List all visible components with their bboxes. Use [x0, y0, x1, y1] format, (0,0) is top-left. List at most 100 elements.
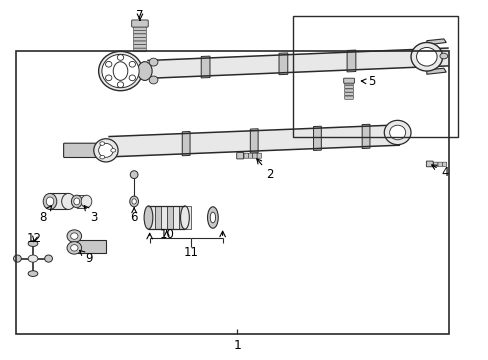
FancyBboxPatch shape — [133, 27, 146, 30]
Ellipse shape — [94, 139, 118, 162]
Ellipse shape — [132, 199, 136, 204]
FancyBboxPatch shape — [344, 93, 353, 96]
Text: 1: 1 — [233, 338, 241, 351]
Polygon shape — [154, 206, 160, 229]
FancyBboxPatch shape — [426, 161, 432, 167]
Ellipse shape — [71, 245, 78, 251]
Ellipse shape — [149, 58, 158, 66]
FancyBboxPatch shape — [244, 153, 248, 158]
FancyBboxPatch shape — [133, 45, 146, 48]
Polygon shape — [77, 195, 86, 208]
Polygon shape — [77, 240, 106, 252]
FancyBboxPatch shape — [433, 162, 437, 166]
Ellipse shape — [207, 207, 218, 228]
Ellipse shape — [99, 51, 142, 91]
Ellipse shape — [28, 271, 38, 276]
Polygon shape — [148, 206, 154, 229]
Text: 3: 3 — [84, 206, 97, 224]
Circle shape — [439, 53, 447, 59]
FancyBboxPatch shape — [344, 82, 353, 85]
Ellipse shape — [81, 195, 92, 208]
FancyBboxPatch shape — [133, 37, 146, 41]
Ellipse shape — [105, 62, 112, 67]
Ellipse shape — [130, 171, 138, 179]
FancyBboxPatch shape — [239, 153, 244, 158]
Ellipse shape — [144, 206, 153, 229]
FancyBboxPatch shape — [63, 143, 104, 157]
Ellipse shape — [210, 212, 215, 223]
Text: 10: 10 — [159, 228, 174, 241]
Polygon shape — [108, 125, 399, 157]
Ellipse shape — [129, 75, 135, 81]
Ellipse shape — [105, 75, 112, 81]
Polygon shape — [147, 48, 448, 78]
FancyBboxPatch shape — [133, 34, 146, 37]
Polygon shape — [184, 206, 191, 229]
Text: 5: 5 — [361, 75, 375, 88]
Text: 12: 12 — [27, 233, 42, 246]
Ellipse shape — [180, 206, 189, 229]
Polygon shape — [426, 39, 446, 45]
Polygon shape — [250, 129, 258, 153]
FancyBboxPatch shape — [252, 153, 257, 158]
FancyBboxPatch shape — [437, 162, 442, 166]
FancyBboxPatch shape — [428, 162, 433, 166]
Ellipse shape — [129, 196, 138, 207]
Polygon shape — [108, 53, 130, 89]
Text: 6: 6 — [130, 208, 138, 224]
Polygon shape — [426, 68, 446, 74]
Ellipse shape — [44, 255, 52, 262]
FancyBboxPatch shape — [248, 153, 252, 158]
Ellipse shape — [14, 255, 21, 262]
Bar — [292, 16, 458, 137]
Polygon shape — [160, 206, 166, 229]
Polygon shape — [172, 206, 179, 229]
Ellipse shape — [71, 195, 82, 208]
Ellipse shape — [71, 233, 78, 239]
Text: 9: 9 — [80, 251, 92, 265]
Ellipse shape — [67, 230, 81, 242]
FancyBboxPatch shape — [442, 162, 446, 166]
Ellipse shape — [137, 62, 152, 80]
Ellipse shape — [389, 125, 405, 140]
Circle shape — [111, 149, 116, 152]
FancyBboxPatch shape — [236, 153, 243, 159]
FancyBboxPatch shape — [344, 96, 353, 99]
Ellipse shape — [99, 143, 113, 157]
Bar — [16, 51, 448, 334]
Ellipse shape — [113, 62, 127, 80]
FancyBboxPatch shape — [133, 48, 146, 52]
Ellipse shape — [67, 242, 81, 254]
Ellipse shape — [384, 120, 410, 145]
Ellipse shape — [28, 241, 38, 247]
Ellipse shape — [149, 76, 158, 84]
Polygon shape — [166, 206, 172, 229]
Polygon shape — [346, 50, 355, 72]
Ellipse shape — [46, 197, 54, 206]
FancyBboxPatch shape — [344, 89, 353, 92]
Ellipse shape — [117, 82, 123, 87]
Text: 2: 2 — [256, 159, 273, 181]
FancyBboxPatch shape — [131, 20, 148, 27]
Circle shape — [100, 156, 104, 159]
FancyBboxPatch shape — [344, 85, 353, 89]
Ellipse shape — [129, 62, 135, 67]
Text: 4: 4 — [431, 165, 448, 179]
Polygon shape — [50, 193, 68, 210]
Circle shape — [28, 255, 38, 262]
Polygon shape — [179, 206, 184, 229]
Circle shape — [100, 142, 104, 145]
Ellipse shape — [61, 193, 75, 210]
Polygon shape — [182, 131, 190, 156]
Ellipse shape — [102, 54, 139, 88]
Ellipse shape — [74, 198, 80, 205]
FancyBboxPatch shape — [343, 78, 354, 83]
Text: 7: 7 — [136, 9, 143, 22]
Ellipse shape — [410, 42, 442, 71]
FancyBboxPatch shape — [133, 41, 146, 45]
Polygon shape — [313, 126, 321, 150]
Polygon shape — [201, 56, 209, 78]
Ellipse shape — [117, 55, 123, 60]
Text: 11: 11 — [183, 246, 198, 258]
FancyBboxPatch shape — [133, 30, 146, 34]
